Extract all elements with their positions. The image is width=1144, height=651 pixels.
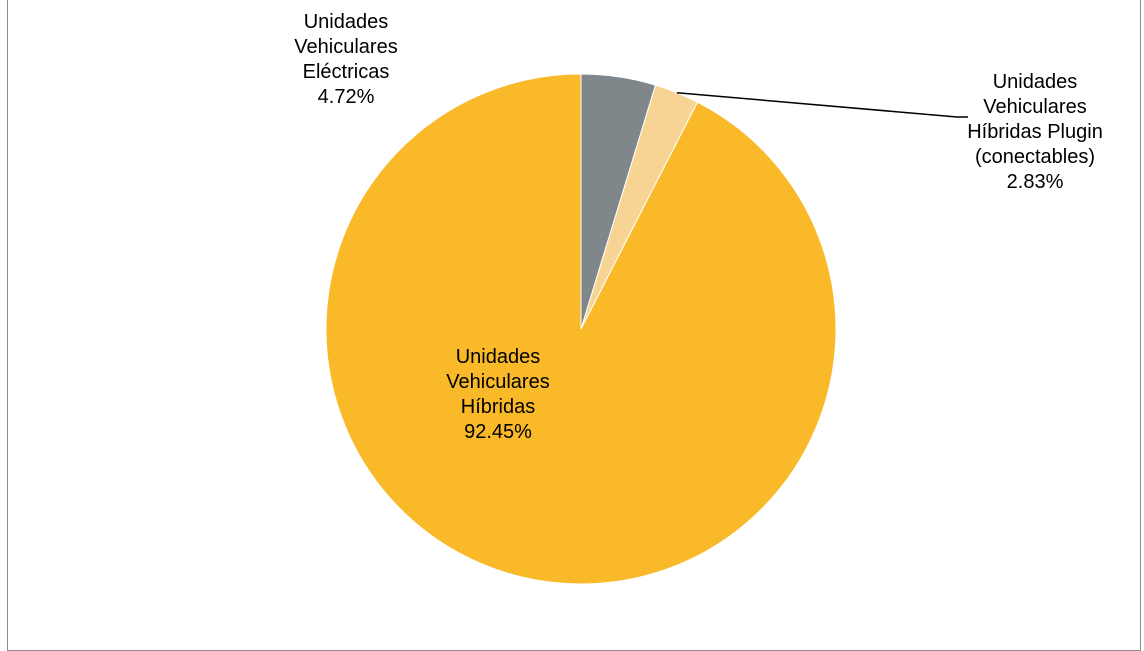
label-hibridas-plugin: Unidades Vehiculares Híbridas Plugin (co… — [967, 71, 1103, 193]
pie-slices — [325, 73, 837, 585]
label-hibridas: Unidades Vehiculares Híbridas 92.45% — [446, 346, 550, 443]
pie-slice-hibridas — [325, 73, 837, 585]
label-electricas: Unidades Vehiculares Eléctricas 4.72% — [294, 11, 398, 108]
leader-line-hibridas-plugin — [676, 91, 968, 118]
